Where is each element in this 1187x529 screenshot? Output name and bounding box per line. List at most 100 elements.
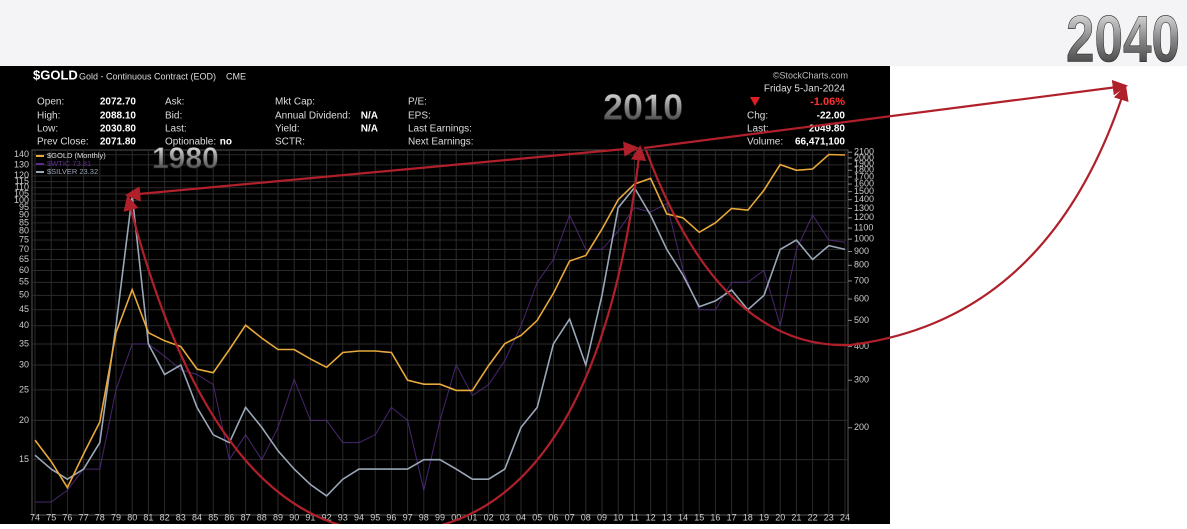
x-tick-label: 98 xyxy=(419,512,429,522)
x-tick-label: 77 xyxy=(79,512,89,522)
quote-value: no xyxy=(220,137,232,148)
y-tick-label: 120 xyxy=(14,170,29,180)
y2-tick-label: 1600 xyxy=(854,178,874,188)
y2-tick-label: 1000 xyxy=(854,234,874,244)
annotation: 2040 xyxy=(1066,1,1180,75)
quote-label: Last: xyxy=(747,124,769,135)
x-tick-label: 89 xyxy=(273,512,283,522)
y-tick-label: 25 xyxy=(19,384,29,394)
x-tick-label: 14 xyxy=(678,512,688,522)
quote-value: 66,471,100 xyxy=(795,137,845,148)
x-tick-label: 19 xyxy=(759,512,769,522)
x-tick-label: 10 xyxy=(613,512,623,522)
quote-value: N/A xyxy=(361,124,378,135)
x-tick-label: 87 xyxy=(241,512,251,522)
x-tick-label: 91 xyxy=(305,512,315,522)
y-tick-label: 45 xyxy=(19,304,29,314)
x-tick-label: 05 xyxy=(532,512,542,522)
y2-tick-label: 2000 xyxy=(854,152,874,162)
x-tick-label: 94 xyxy=(354,512,364,522)
x-tick-label: 85 xyxy=(208,512,218,522)
x-tick-label: 24 xyxy=(840,512,850,522)
x-tick-label: 02 xyxy=(484,512,494,522)
y-tick-label: 55 xyxy=(19,277,29,287)
y2-tick-label: 1400 xyxy=(854,194,874,204)
x-tick-label: 74 xyxy=(30,512,40,522)
quote-label: Low: xyxy=(37,124,58,135)
y-tick-label: 130 xyxy=(14,159,29,169)
quote-value: 2030.80 xyxy=(100,124,137,135)
x-tick-label: 00 xyxy=(451,512,461,522)
x-tick-label: 20 xyxy=(775,512,785,522)
quote-value: 2049.80 xyxy=(809,124,846,135)
y-tick-label: 15 xyxy=(19,454,29,464)
x-tick-label: 11 xyxy=(630,512,639,522)
quote-label: Open: xyxy=(37,97,64,108)
arrow xyxy=(123,144,647,529)
x-tick-label: 78 xyxy=(95,512,105,522)
y-tick-label: 65 xyxy=(19,254,29,264)
y2-tick-label: 200 xyxy=(854,422,869,432)
y-tick-label: 60 xyxy=(19,265,29,275)
quote-date: Friday 5-Jan-2024 xyxy=(764,84,846,95)
y-tick-label: 50 xyxy=(19,290,29,300)
x-tick-label: 93 xyxy=(338,512,348,522)
x-tick-label: 96 xyxy=(386,512,396,522)
quote-label: Prev Close: xyxy=(37,137,89,148)
y-tick-label: 105 xyxy=(14,188,29,198)
legend-label: $GOLD (Monthly) xyxy=(47,151,106,160)
x-tick-label: 15 xyxy=(694,512,704,522)
y-tick-label: 85 xyxy=(19,217,29,227)
quote-label: Volume: xyxy=(747,137,783,148)
quote-label: Mkt Cap: xyxy=(275,97,315,108)
y-tick-label: 140 xyxy=(14,149,29,159)
annotation: 1980 xyxy=(152,142,219,175)
x-tick-label: 03 xyxy=(500,512,510,522)
x-tick-label: 83 xyxy=(176,512,186,522)
x-tick-label: 16 xyxy=(710,512,720,522)
quote-value: N/A xyxy=(361,111,378,122)
x-tick-label: 12 xyxy=(646,512,656,522)
x-tick-label: 82 xyxy=(160,512,170,522)
y2-tick-label: 1500 xyxy=(854,186,874,196)
y2-tick-label: 300 xyxy=(854,375,869,385)
y2-tick-label: 800 xyxy=(854,260,869,270)
x-tick-label: 75 xyxy=(46,512,56,522)
y-tick-label: 30 xyxy=(19,359,29,369)
series-line xyxy=(35,202,846,503)
y2-tick-label: 500 xyxy=(854,315,869,325)
quote-label: Ask: xyxy=(165,97,184,108)
change-pct: -1.06% xyxy=(810,96,845,108)
y-tick-label: 80 xyxy=(19,226,29,236)
x-tick-label: 99 xyxy=(435,512,445,522)
x-tick-label: 79 xyxy=(111,512,121,522)
x-tick-label: 17 xyxy=(727,512,737,522)
quote-value: 2072.70 xyxy=(100,97,137,108)
x-tick-label: 13 xyxy=(662,512,672,522)
x-tick-label: 84 xyxy=(192,512,202,522)
x-tick-label: 18 xyxy=(743,512,753,522)
quote-label: P/E: xyxy=(408,97,427,108)
x-tick-label: 80 xyxy=(127,512,137,522)
quote-label: EPS: xyxy=(408,111,431,122)
y-tick-label: 95 xyxy=(19,202,29,212)
quote-label: Chg: xyxy=(747,111,768,122)
y2-tick-label: 700 xyxy=(854,275,869,285)
annotation: 2010 xyxy=(603,87,683,128)
x-tick-label: 88 xyxy=(257,512,267,522)
x-tick-label: 86 xyxy=(224,512,234,522)
y2-tick-label: 1800 xyxy=(854,165,874,175)
quote-label: Yield: xyxy=(275,124,300,135)
x-tick-label: 04 xyxy=(516,512,526,522)
y-tick-label: 115 xyxy=(15,176,29,186)
chart-title: $GOLD xyxy=(33,67,78,82)
x-tick-label: 97 xyxy=(403,512,413,522)
y2-tick-label: 1100 xyxy=(854,222,873,232)
quote-label: SCTR: xyxy=(275,137,305,148)
quote-label: Annual Dividend: xyxy=(275,111,351,122)
y2-tick-label: 1700 xyxy=(854,171,874,181)
quote-label: Last Earnings: xyxy=(408,124,472,135)
x-tick-label: 21 xyxy=(791,512,801,522)
y2-tick-label: 2100 xyxy=(854,147,874,157)
